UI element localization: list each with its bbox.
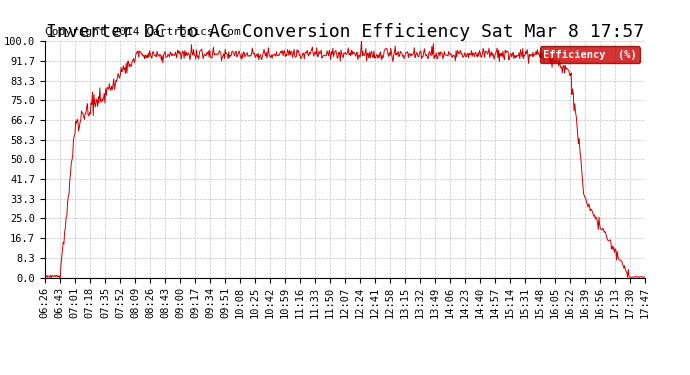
Legend: Efficiency  (%): Efficiency (%) [540, 46, 640, 63]
Text: Copyright 2014 Cartronics.com: Copyright 2014 Cartronics.com [45, 27, 241, 36]
Title: Inverter DC to AC Conversion Efficiency Sat Mar 8 17:57: Inverter DC to AC Conversion Efficiency … [46, 23, 644, 41]
